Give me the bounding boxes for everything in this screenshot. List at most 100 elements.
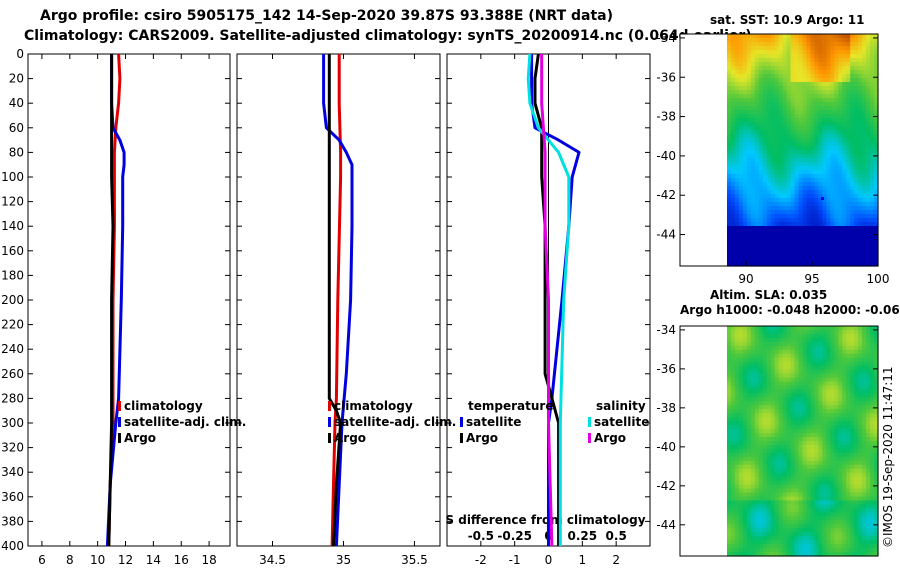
series-climatology <box>330 54 343 547</box>
depth-tick-label: 100 <box>1 170 24 184</box>
depth-tick-label: 20 <box>9 72 24 86</box>
sal-legend-swatch <box>328 401 331 411</box>
map-cells <box>727 326 879 557</box>
diff-temp-legend-swatch <box>460 433 463 443</box>
map-x-tick-label: 100 <box>867 272 890 286</box>
x-tick-label: 6 <box>38 553 46 567</box>
argo-position-marker <box>821 197 824 200</box>
map-border <box>679 325 879 557</box>
x-tick-label: 16 <box>174 553 189 567</box>
diff-sal-legend-label: Argo <box>594 431 626 445</box>
sla-map: -34 -36 -38 -40 -42 -44 <box>656 323 879 557</box>
x-tick-label: 14 <box>146 553 161 567</box>
depth-tick-label: 360 <box>1 490 24 504</box>
x-tick-label: 8 <box>66 553 74 567</box>
depth-tick-label: 180 <box>1 268 24 282</box>
map-y-tick-label: -38 <box>656 110 676 124</box>
depth-tick-label: 380 <box>1 514 24 528</box>
sst-map: -34 -36 -38 -40 -42 -44 90 95 100 <box>656 31 889 286</box>
map-y-tick-label: -34 <box>656 31 676 45</box>
map-y-tick-label: -36 <box>656 362 676 376</box>
map1-title: sat. SST: 10.9 Argo: 11 <box>710 13 864 27</box>
temp-legend-swatch <box>118 433 121 443</box>
map-y-tick-label: -44 <box>656 228 676 242</box>
depth-tick-label: 140 <box>1 219 24 233</box>
x-tick-label: 34.5 <box>259 553 286 567</box>
map-y-tick-label: -34 <box>656 323 676 337</box>
depth-tick-label: 160 <box>1 244 24 258</box>
title-line-2: Climatology: CARS2009. Satellite-adjuste… <box>24 28 752 44</box>
sal-legend-label: climatology <box>334 399 413 413</box>
salinity-diff-tick-label: 0.25 <box>568 529 598 543</box>
diff-temp-legend-swatch <box>460 417 463 427</box>
temp-legend-swatch <box>118 401 121 411</box>
diff-temp-legend-label: satellite <box>466 415 521 429</box>
depth-tick-label: 320 <box>1 441 24 455</box>
depth-tick-label: 240 <box>1 342 24 356</box>
x-tick-label: 1 <box>579 553 587 567</box>
sal-legend-label: satellite-adj. clim. <box>334 415 456 429</box>
credit-text: ©IMOS 19-Sep-2020 11:47:11 <box>881 366 895 548</box>
diff-temp-legend-label: Argo <box>466 431 498 445</box>
panel-temperature: 0 20 40 60 80 100 120 140 160 180 200 220 240 260 280 3… <box>1 47 231 567</box>
depth-tick-label: 0 <box>16 47 24 61</box>
map-y-tick-label: -38 <box>656 401 676 415</box>
title-line-1: Argo profile: csiro 5905175_142 14-Sep-2… <box>40 8 613 24</box>
map-x-tick-label: 90 <box>738 272 753 286</box>
map-y-tick-label: -36 <box>656 70 676 84</box>
x-tick-label: 2 <box>612 553 620 567</box>
series-salinity-satellite <box>526 53 571 546</box>
panel-salinity: 34.5 35 35.5 <box>236 53 441 567</box>
depth-tick-label: 340 <box>1 465 24 479</box>
map-border <box>679 33 879 267</box>
sal-legend-label: Argo <box>334 431 366 445</box>
x-tick-label: -2 <box>475 553 487 567</box>
sal-legend-swatch <box>328 433 331 443</box>
panel-frame <box>27 53 231 547</box>
x-tick-label: 0 <box>545 553 553 567</box>
map-x-tick-label: 95 <box>804 272 819 286</box>
depth-tick-label: 120 <box>1 195 24 209</box>
depth-tick-label: 400 <box>1 539 24 553</box>
temp-legend-label: Argo <box>124 431 156 445</box>
map-y-tick-label: -40 <box>656 440 676 454</box>
x-tick-label: -1 <box>509 553 521 567</box>
depth-tick-label: 40 <box>9 96 24 110</box>
map-y-tick-label: -40 <box>656 149 676 163</box>
series-argo <box>107 54 115 547</box>
diff-sal-legend-swatch <box>588 433 591 443</box>
depth-tick-label: 220 <box>1 318 24 332</box>
series-salinity-argo <box>540 54 554 547</box>
depth-tick-label: 60 <box>9 121 24 135</box>
salinity-diff-tick-label: -0.5 <box>468 529 494 543</box>
panel-difference: -2 -1 0 1 2-0.5 -0.25 0 0.25 0.5S difference fro… <box>445 53 651 567</box>
map-y-tick-label: -42 <box>656 188 676 202</box>
map-cells <box>727 34 879 267</box>
diff-sal-title: salinity <box>596 399 646 413</box>
depth-tick-label: 80 <box>9 145 24 159</box>
depth-tick-label: 200 <box>1 293 24 307</box>
x-tick-label: 10 <box>90 553 105 567</box>
salinity-diff-tick-label: -0.25 <box>497 529 532 543</box>
diff-sal-legend-swatch <box>588 417 591 427</box>
profile-panels: 0204060801001201401601802002202402602803… <box>1 47 651 567</box>
x-tick-label: 35.5 <box>401 553 428 567</box>
map2-title-line1: Altim. SLA: 0.035 <box>710 288 827 302</box>
map-y-tick-label: -44 <box>656 518 676 532</box>
legends: climatology satellite-adj. clim. Argo clima… <box>118 399 649 445</box>
diff-sal-legend-label: satellite <box>594 415 649 429</box>
map-y-tick-label: -42 <box>656 479 676 493</box>
depth-tick-label: 300 <box>1 416 24 430</box>
depth-tick-label: 260 <box>1 367 24 381</box>
diff-axis-label: S difference from climatology <box>445 513 645 527</box>
temp-legend-label: satellite-adj. clim. <box>124 415 246 429</box>
x-tick-label: 35 <box>336 553 351 567</box>
x-tick-label: 18 <box>201 553 216 567</box>
temp-legend-swatch <box>118 417 121 427</box>
x-tick-label: 12 <box>118 553 133 567</box>
series-argo <box>327 54 343 547</box>
sal-legend-swatch <box>328 417 331 427</box>
salinity-diff-tick-label: 0.5 <box>606 529 627 543</box>
depth-tick-label: 280 <box>1 391 24 405</box>
